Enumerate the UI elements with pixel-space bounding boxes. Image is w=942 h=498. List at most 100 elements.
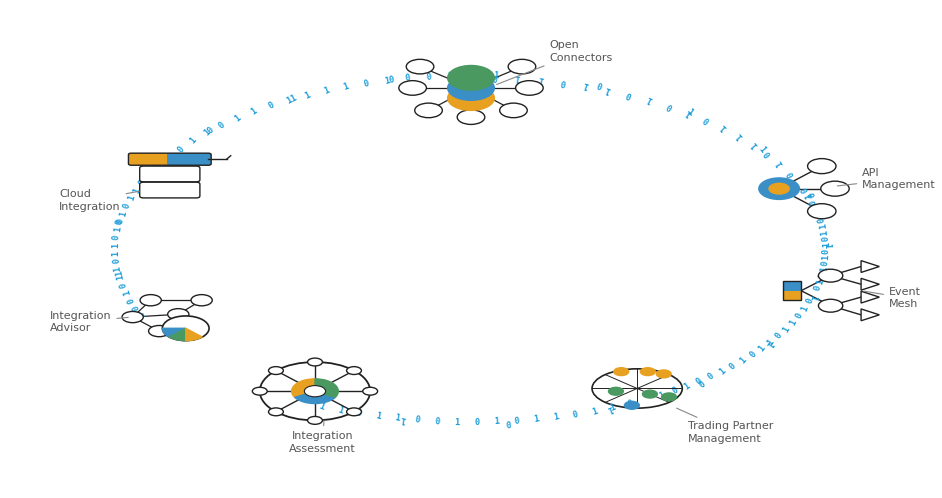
- Text: 1: 1: [115, 273, 125, 280]
- Text: 0: 0: [492, 72, 497, 81]
- Text: 1: 1: [820, 266, 829, 272]
- Text: 1: 1: [757, 145, 768, 154]
- Wedge shape: [186, 328, 203, 341]
- Text: Integration
Advisor: Integration Advisor: [50, 311, 128, 333]
- Text: 1: 1: [395, 414, 401, 423]
- Text: 0: 0: [175, 144, 186, 154]
- Circle shape: [457, 110, 485, 124]
- Text: 1: 1: [804, 192, 814, 200]
- Text: 0: 0: [786, 169, 796, 178]
- Wedge shape: [295, 391, 335, 403]
- Circle shape: [414, 103, 443, 118]
- Circle shape: [447, 76, 495, 100]
- Text: 1: 1: [154, 162, 164, 171]
- Text: 1: 1: [122, 288, 132, 296]
- Text: 1: 1: [447, 71, 453, 81]
- Text: 1: 1: [336, 405, 345, 415]
- Circle shape: [819, 269, 843, 282]
- Text: 0: 0: [138, 179, 148, 187]
- Text: 1: 1: [113, 266, 122, 272]
- Text: 1: 1: [188, 136, 199, 145]
- Circle shape: [447, 66, 495, 90]
- Text: 0: 0: [706, 372, 716, 382]
- Text: 0: 0: [115, 218, 125, 225]
- Text: 0: 0: [206, 126, 216, 136]
- Ellipse shape: [593, 369, 682, 408]
- Text: 1: 1: [164, 153, 174, 162]
- Text: 1: 1: [609, 403, 617, 413]
- Text: 1: 1: [591, 406, 598, 416]
- Text: 1: 1: [821, 254, 831, 260]
- Text: 0: 0: [804, 297, 815, 305]
- Text: 0: 0: [217, 121, 227, 130]
- Polygon shape: [861, 260, 879, 272]
- Text: 0: 0: [572, 409, 579, 420]
- Text: 1: 1: [815, 278, 825, 285]
- Text: 0: 0: [820, 260, 830, 266]
- Wedge shape: [315, 379, 338, 397]
- Text: 1: 1: [113, 226, 122, 232]
- Text: 0: 0: [115, 219, 125, 225]
- Circle shape: [614, 368, 628, 375]
- Text: 1: 1: [719, 122, 729, 132]
- Circle shape: [769, 183, 789, 194]
- Text: 0: 0: [112, 258, 122, 264]
- Circle shape: [807, 158, 836, 174]
- Text: 1: 1: [814, 210, 824, 217]
- Text: API
Management: API Management: [837, 168, 936, 190]
- Text: 1: 1: [788, 318, 798, 327]
- Circle shape: [447, 86, 495, 111]
- Text: 1: 1: [233, 113, 242, 124]
- Text: 0: 0: [126, 296, 137, 304]
- Text: 1: 1: [289, 94, 298, 104]
- Text: 0: 0: [821, 236, 831, 242]
- Circle shape: [499, 103, 528, 118]
- Text: 0: 0: [800, 186, 810, 194]
- FancyBboxPatch shape: [139, 166, 200, 182]
- Text: 1: 1: [131, 186, 141, 195]
- Text: 1: 1: [343, 82, 350, 92]
- Text: 1: 1: [757, 344, 768, 353]
- Text: 1: 1: [685, 107, 694, 118]
- Circle shape: [307, 416, 322, 424]
- Text: 0: 0: [702, 114, 711, 124]
- Text: 0: 0: [694, 376, 705, 387]
- Polygon shape: [861, 291, 879, 303]
- Text: 1: 1: [658, 390, 667, 400]
- Text: 1: 1: [114, 270, 124, 276]
- Text: 1: 1: [146, 169, 156, 177]
- Text: 1: 1: [645, 94, 655, 105]
- Text: 1: 1: [606, 403, 614, 414]
- Text: Open
Connectors: Open Connectors: [496, 40, 612, 85]
- Circle shape: [515, 81, 544, 95]
- Text: 0: 0: [363, 78, 370, 89]
- Text: 1: 1: [800, 304, 810, 312]
- Text: 0: 0: [812, 284, 822, 291]
- Text: 0: 0: [387, 75, 395, 85]
- Text: 1: 1: [739, 356, 748, 366]
- Text: 1: 1: [811, 204, 821, 212]
- Text: 0: 0: [560, 77, 567, 87]
- Text: 1: 1: [533, 414, 540, 424]
- Circle shape: [807, 204, 836, 219]
- Text: 0: 0: [804, 192, 814, 199]
- Text: 0: 0: [808, 198, 818, 206]
- Text: 0: 0: [426, 72, 431, 82]
- Text: 1: 1: [764, 339, 774, 348]
- Text: 1: 1: [454, 417, 460, 427]
- Text: 1: 1: [821, 243, 831, 249]
- Text: 1: 1: [111, 250, 121, 255]
- Bar: [783, 281, 801, 291]
- Text: 0: 0: [475, 418, 479, 427]
- FancyBboxPatch shape: [167, 153, 211, 165]
- Text: 1: 1: [749, 139, 759, 149]
- Text: 1: 1: [284, 95, 294, 106]
- Text: 0: 0: [763, 149, 773, 158]
- Circle shape: [307, 358, 322, 366]
- Text: 1: 1: [495, 417, 500, 426]
- Text: 1: 1: [820, 229, 830, 236]
- Text: 1: 1: [383, 76, 391, 86]
- Text: 0: 0: [625, 89, 634, 99]
- Text: 0: 0: [434, 417, 440, 426]
- Text: 1: 1: [735, 130, 745, 140]
